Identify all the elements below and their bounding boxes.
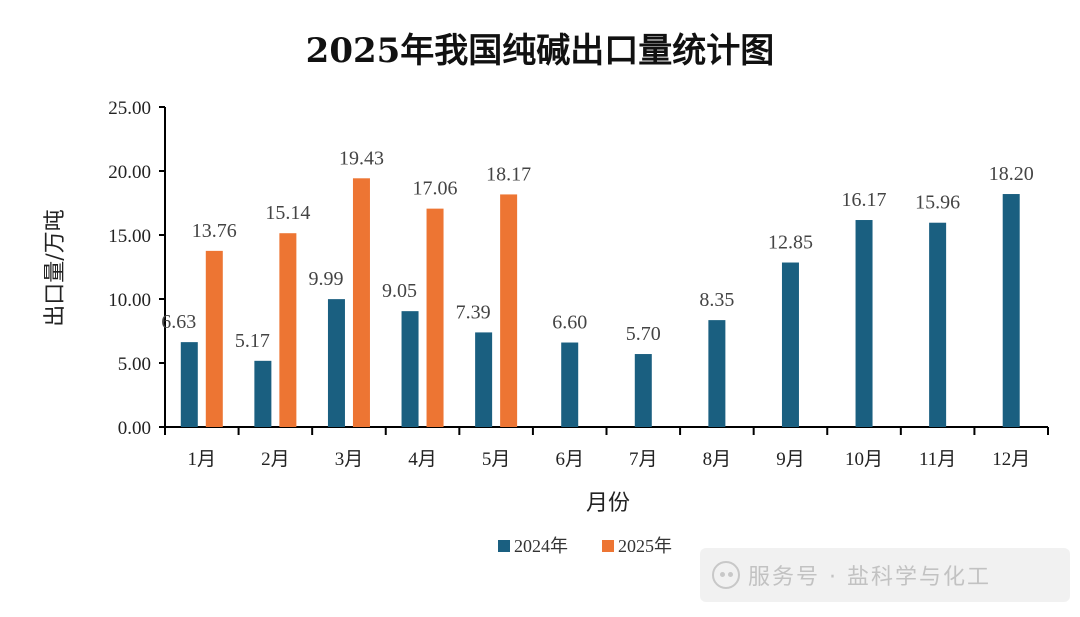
bar-2024 <box>781 262 799 427</box>
legend: 2024年 2025年 <box>498 536 672 556</box>
data-label-2024: 6.60 <box>552 312 587 334</box>
data-label-2024: 16.17 <box>842 189 887 211</box>
bar-2025 <box>500 194 518 427</box>
data-label-2025: 17.06 <box>413 178 458 200</box>
data-label-2025: 13.76 <box>192 220 237 242</box>
bar-2024 <box>634 354 652 427</box>
x-tick-label: 6月 <box>555 449 584 470</box>
legend-swatch-0 <box>498 540 510 552</box>
plot-area: 0.00 5.00 10.00 15.00 20.00 25.00 1月 2月 3月 4月 5月 6月… <box>108 98 1049 470</box>
data-label-2024: 9.99 <box>308 268 343 290</box>
data-label-2025: 15.14 <box>265 202 310 224</box>
legend-swatch-1 <box>602 540 614 552</box>
y-tick-label: 5.00 <box>118 354 151 375</box>
data-label-2025: 19.43 <box>339 147 384 169</box>
data-label-2024: 5.17 <box>235 330 270 352</box>
x-tick-label: 4月 <box>408 449 437 470</box>
bar-2024 <box>708 320 726 427</box>
data-label-2025: 18.17 <box>486 163 531 185</box>
x-tick-label: 9月 <box>776 449 805 470</box>
bar-2025 <box>426 208 444 427</box>
x-tick-label: 12月 <box>992 449 1030 470</box>
bar-2025 <box>352 178 370 427</box>
bar-2025 <box>205 250 223 427</box>
watermark-text: 服务号 · 盐科学与化工 <box>748 565 991 590</box>
legend-entry-0: 2024年 <box>514 536 568 556</box>
bar-2024 <box>855 220 873 427</box>
y-tick-label: 15.00 <box>108 226 151 247</box>
x-tick-label: 5月 <box>482 449 511 470</box>
chart-title: 2025年我国纯碱出口量统计图 <box>306 31 775 71</box>
bar-2024 <box>1002 194 1020 427</box>
bar-2024 <box>475 332 493 427</box>
bar-2024 <box>561 342 579 427</box>
data-label-2024: 6.63 <box>161 311 196 333</box>
data-label-2024: 12.85 <box>768 232 813 254</box>
y-tick-label: 25.00 <box>108 98 151 119</box>
bar-2024 <box>180 342 198 427</box>
bar-2024 <box>254 360 272 427</box>
wechat-icon <box>712 561 740 589</box>
y-tick-label: 20.00 <box>108 162 151 183</box>
bar-2024 <box>929 222 947 427</box>
x-tick-label: 7月 <box>629 449 658 470</box>
x-axis-label: 月份 <box>586 491 630 516</box>
data-label-2024: 15.96 <box>915 192 960 214</box>
bar-2024 <box>327 299 345 427</box>
x-tick-label: 2月 <box>261 449 290 470</box>
x-tick-label: 11月 <box>919 449 956 470</box>
data-label-2024: 5.70 <box>626 323 661 345</box>
bar-2024 <box>401 311 419 427</box>
x-tick-label: 1月 <box>188 449 217 470</box>
x-tick-label: 10月 <box>845 449 883 470</box>
data-label-2024: 8.35 <box>699 289 734 311</box>
bar-2025 <box>279 233 297 427</box>
x-tick-label: 3月 <box>335 449 364 470</box>
y-axis-label: 出口量/万吨 <box>43 209 68 326</box>
data-label-2024: 7.39 <box>456 301 491 323</box>
y-tick-label: 10.00 <box>108 290 151 311</box>
watermark: 服务号 · 盐科学与化工 <box>700 548 1070 602</box>
data-label-2024: 9.05 <box>382 280 417 302</box>
legend-entry-1: 2025年 <box>618 536 672 556</box>
x-tick-label: 8月 <box>703 449 732 470</box>
y-tick-label: 0.00 <box>118 418 151 439</box>
data-label-2024: 18.20 <box>989 163 1034 185</box>
